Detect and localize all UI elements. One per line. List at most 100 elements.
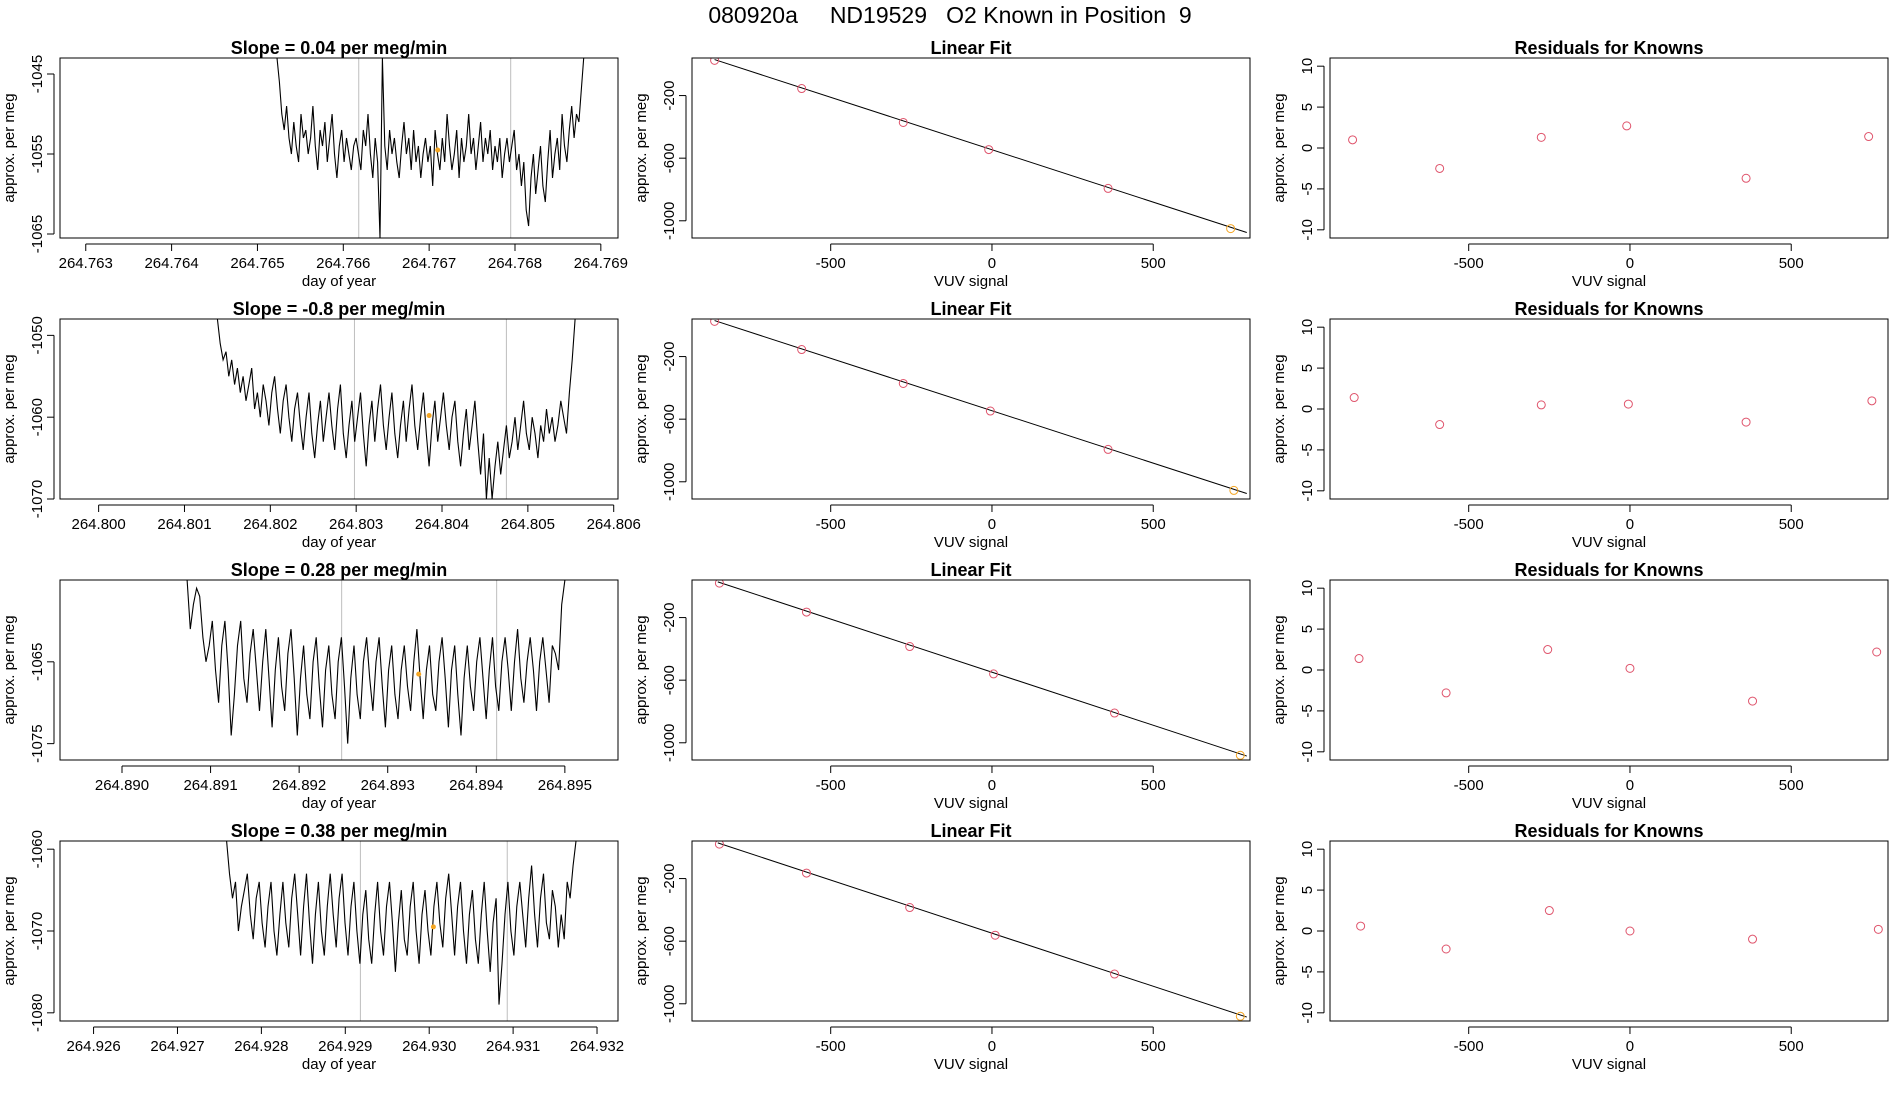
y-axis-label: approx. per meg	[633, 876, 650, 985]
x-tick-label: 264.803	[329, 516, 383, 533]
y-tick-label: -1050	[29, 316, 46, 354]
data-point	[1748, 934, 1758, 944]
data-point	[1622, 121, 1632, 131]
x-tick-label: 0	[1626, 516, 1634, 533]
y-tick-label: -10	[1299, 1002, 1316, 1024]
data-point	[802, 607, 812, 617]
x-axis-label: VUV signal	[934, 1056, 1008, 1073]
x-tick-label: 264.764	[144, 255, 198, 272]
x-tick-label: 264.801	[157, 516, 211, 533]
data-point	[1741, 173, 1751, 183]
series-line	[214, 319, 576, 499]
y-axis-label: approx. per meg	[1, 354, 18, 463]
x-tick-label: 264.931	[486, 1038, 540, 1055]
y-axis-label: approx. per meg	[633, 615, 650, 724]
data-point	[714, 580, 724, 588]
x-tick-label: -500	[1454, 1038, 1484, 1055]
data-point	[1544, 906, 1554, 916]
y-tick-label: -1060	[29, 830, 46, 868]
plot-area	[714, 580, 1247, 760]
panel-title: Residuals for Knowns	[1514, 299, 1703, 319]
data-point	[1349, 393, 1359, 403]
y-tick-label: -1070	[29, 912, 46, 950]
x-tick-label: 264.804	[415, 516, 469, 533]
plot-area	[274, 58, 585, 238]
y-tick-label: 0	[1299, 927, 1316, 935]
x-tick-label: 500	[1779, 255, 1804, 272]
panel-title: Slope = 0.38 per meg/min	[231, 821, 448, 841]
y-tick-label: -10	[1299, 219, 1316, 241]
x-tick-label: 264.894	[449, 777, 503, 794]
panel-title: Residuals for Knowns	[1514, 38, 1703, 58]
y-tick-label: 5	[1299, 364, 1316, 372]
series-line	[184, 580, 566, 744]
x-tick-label: 0	[1626, 1038, 1634, 1055]
panel-4: Slope = -0.8 per meg/min 264.800 264.801 26…	[1, 299, 641, 551]
panel-8: Linear Fit -500 0 500 VUV signal -1000 -600 -20…	[633, 560, 1251, 812]
y-tick-label: -1000	[661, 463, 678, 501]
data-point	[989, 669, 999, 679]
x-tick-label: 264.763	[59, 255, 113, 272]
x-tick-label: 0	[988, 516, 996, 533]
panel-frame	[1329, 579, 1889, 761]
x-tick-label: 264.769	[574, 255, 628, 272]
y-tick-label: -10	[1299, 741, 1316, 763]
data-point	[1356, 921, 1366, 931]
data-point	[1872, 647, 1882, 657]
y-tick-label: -600	[661, 926, 678, 956]
fit-line	[717, 581, 1247, 757]
panel-frame	[59, 57, 619, 239]
data-point	[1110, 708, 1120, 718]
x-tick-label: -500	[816, 777, 846, 794]
panel-7: Slope = 0.28 per meg/min 264.890 264.891 26…	[1, 560, 619, 812]
x-tick-label: 0	[988, 777, 996, 794]
x-tick-label: 264.767	[402, 255, 456, 272]
y-axis-label: approx. per meg	[1, 615, 18, 724]
y-tick-label: -600	[661, 404, 678, 434]
plot-area	[710, 319, 1247, 495]
panel-title: Linear Fit	[930, 560, 1011, 580]
panel-frame	[59, 318, 619, 500]
series-line	[223, 841, 577, 1005]
x-tick-label: 264.892	[272, 777, 326, 794]
highlight-marker	[430, 924, 436, 930]
plot-area	[1348, 121, 1874, 183]
x-tick-label: 264.890	[95, 777, 149, 794]
y-tick-label: -600	[661, 143, 678, 173]
data-point	[1536, 132, 1546, 142]
y-axis-label: approx. per meg	[633, 354, 650, 463]
panel-frame	[1329, 840, 1889, 1022]
panel-frame	[691, 840, 1251, 1022]
panel-title: Residuals for Knowns	[1514, 821, 1703, 841]
plot-area	[214, 319, 576, 499]
y-tick-label: -1075	[29, 724, 46, 762]
panel-frame	[59, 840, 619, 1022]
plot-area	[1356, 906, 1883, 954]
data-point	[1867, 396, 1877, 406]
data-point	[1435, 420, 1445, 430]
x-tick-label: -500	[816, 1038, 846, 1055]
data-point	[1354, 654, 1364, 664]
x-tick-label: 264.895	[538, 777, 592, 794]
x-tick-label: 500	[1779, 516, 1804, 533]
x-axis-label: VUV signal	[1572, 1056, 1646, 1073]
data-point	[898, 117, 908, 127]
y-tick-label: 0	[1299, 405, 1316, 413]
data-point	[1543, 645, 1553, 655]
y-tick-label: -1000	[661, 724, 678, 762]
y-tick-label: -5	[1299, 443, 1316, 456]
y-tick-label: -1070	[29, 480, 46, 518]
x-tick-label: 0	[988, 255, 996, 272]
y-tick-label: 0	[1299, 666, 1316, 674]
plot-area	[710, 58, 1247, 234]
y-tick-label: -200	[661, 864, 678, 894]
fit-line	[717, 842, 1247, 1018]
data-point	[1441, 944, 1451, 954]
y-tick-label: -200	[661, 81, 678, 111]
x-tick-label: 264.927	[150, 1038, 204, 1055]
x-tick-label: 264.929	[318, 1038, 372, 1055]
data-point	[1103, 444, 1113, 454]
y-tick-label: -200	[661, 342, 678, 372]
highlight-point	[1235, 1011, 1245, 1021]
